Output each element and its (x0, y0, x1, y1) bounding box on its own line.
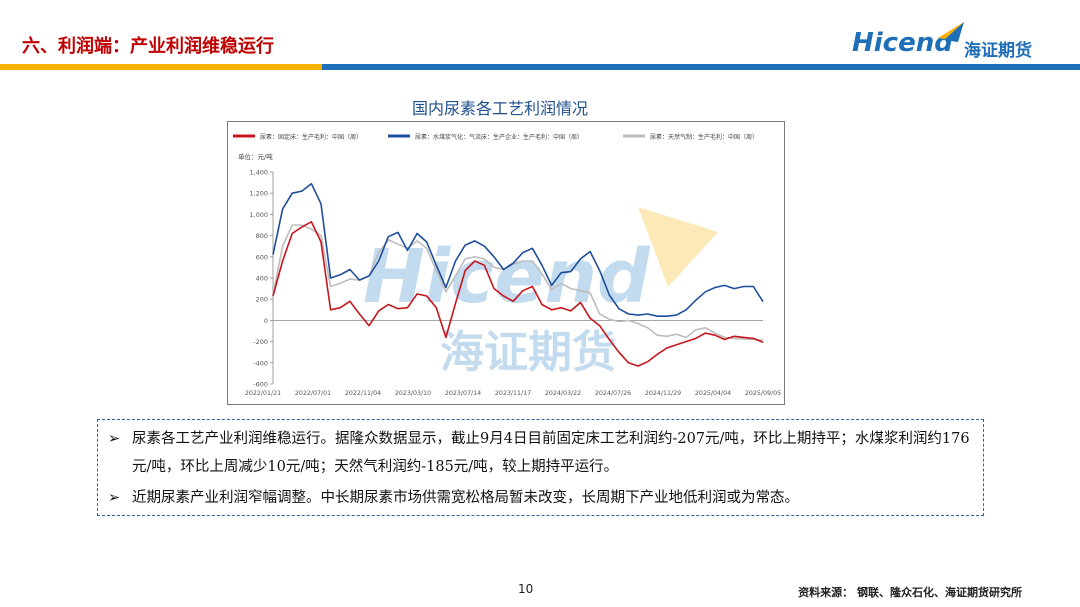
x-tick-label: 2024/03/22 (545, 390, 581, 397)
x-tick-label: 2024/07/26 (595, 390, 631, 397)
page-number: 10 (518, 582, 534, 596)
bullet-arrow-icon: ➢ (108, 431, 121, 447)
x-tick-label: 2023/03/10 (395, 390, 431, 397)
y-tick-label: -600 (253, 381, 268, 389)
y-tick-label: 200 (256, 296, 268, 304)
legend-label-3: 尿素：天然气制：生产毛利：中国（周） (650, 133, 758, 141)
bullet-arrow-icon: ➢ (108, 490, 121, 506)
y-tick-label: 800 (256, 232, 268, 240)
x-tick-label: 2024/11/29 (645, 390, 681, 397)
x-tick-label: 2025/09/05 (745, 390, 781, 397)
y-tick-label: -400 (253, 359, 268, 367)
watermark-swoosh-icon (638, 207, 718, 287)
x-tick-label: 2022/07/01 (295, 390, 331, 397)
logo-text: Hicend (852, 28, 953, 58)
x-tick-label: 2025/04/04 (695, 390, 731, 397)
series-line-3 (272, 224, 764, 341)
x-tick-label: 2022/01/21 (245, 390, 281, 397)
divider-blue (322, 64, 1080, 70)
bullet-text: 尿素各工艺产业利润维稳运行。据隆众数据显示，截止9月4日目前固定床工艺利润约-2… (132, 431, 970, 475)
header-divider (0, 64, 1080, 72)
y-tick-label: -200 (253, 338, 268, 346)
data-source: 资料来源： 钢联、隆众石化、海证期货研究所 (798, 586, 1022, 599)
chart-title: 国内尿素各工艺利润情况 (411, 99, 588, 118)
x-tick-label: 2022/11/04 (345, 390, 381, 397)
chart-frame: Hicend 海证期货 尿素：固定床：生产毛利：中国（周） 尿素：水煤浆气化：气流床：… (227, 121, 785, 405)
slide-title: 六、利润端：产业利润维稳运行 (22, 36, 274, 57)
commentary-box: ➢ 尿素各工艺产业利润维稳运行。据隆众数据显示，截止9月4日目前固定床工艺利润约… (97, 419, 984, 516)
legend-label-1: 尿素：固定床：生产毛利：中国（周） (260, 133, 362, 141)
divider-orange (0, 64, 322, 70)
y-tick-label: 600 (256, 253, 268, 261)
y-tick-label: 0 (264, 317, 268, 325)
logo-swoosh-icon (938, 22, 964, 42)
logo-chinese-name: 海证期货 (964, 41, 1032, 61)
y-tick-label: 400 (256, 275, 268, 283)
y-tick-label: 1,400 (249, 169, 268, 177)
legend-label-2: 尿素：水煤浆气化：气流床：生产企业：生产毛利：中国（周） (415, 133, 583, 141)
company-logo: Hicend 海证期货 (852, 22, 1032, 64)
x-tick-label: 2023/11/17 (495, 390, 531, 397)
bullet-text: 近期尿素产业利润窄幅调整。中长期尿素市场供需宽松格局暂未改变，长周期下产业地低利… (132, 490, 799, 506)
series-line-2 (272, 182, 764, 317)
series-line-1 (272, 221, 764, 367)
y-unit-label: 单位：元/吨 (238, 152, 273, 161)
y-tick-label: 1,200 (249, 190, 268, 198)
watermark-chinese-text: 海证期货 (440, 327, 616, 378)
x-tick-label: 2023/07/14 (445, 390, 481, 397)
y-tick-label: 1,000 (249, 211, 268, 219)
